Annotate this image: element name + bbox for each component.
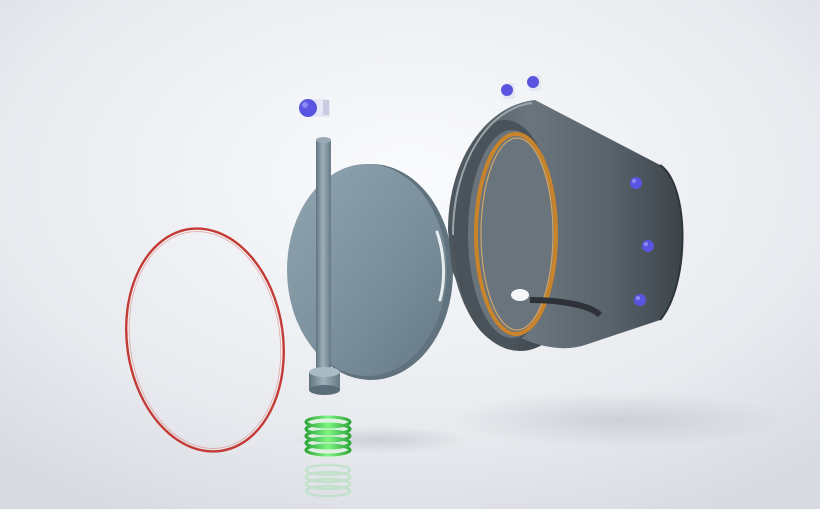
side-bolt-3 — [634, 294, 646, 306]
housing-band — [448, 100, 684, 351]
side-bolt-2 — [642, 240, 654, 252]
top-fastener-left — [501, 83, 515, 99]
side-bolt-1 — [630, 177, 642, 189]
o-ring — [125, 227, 285, 453]
stem-key-fastener — [299, 99, 330, 117]
valve-stem — [309, 137, 340, 395]
band-shadow — [450, 392, 790, 448]
spring — [304, 415, 352, 498]
band-fasteners — [501, 75, 654, 306]
top-fastener-right — [527, 75, 541, 91]
